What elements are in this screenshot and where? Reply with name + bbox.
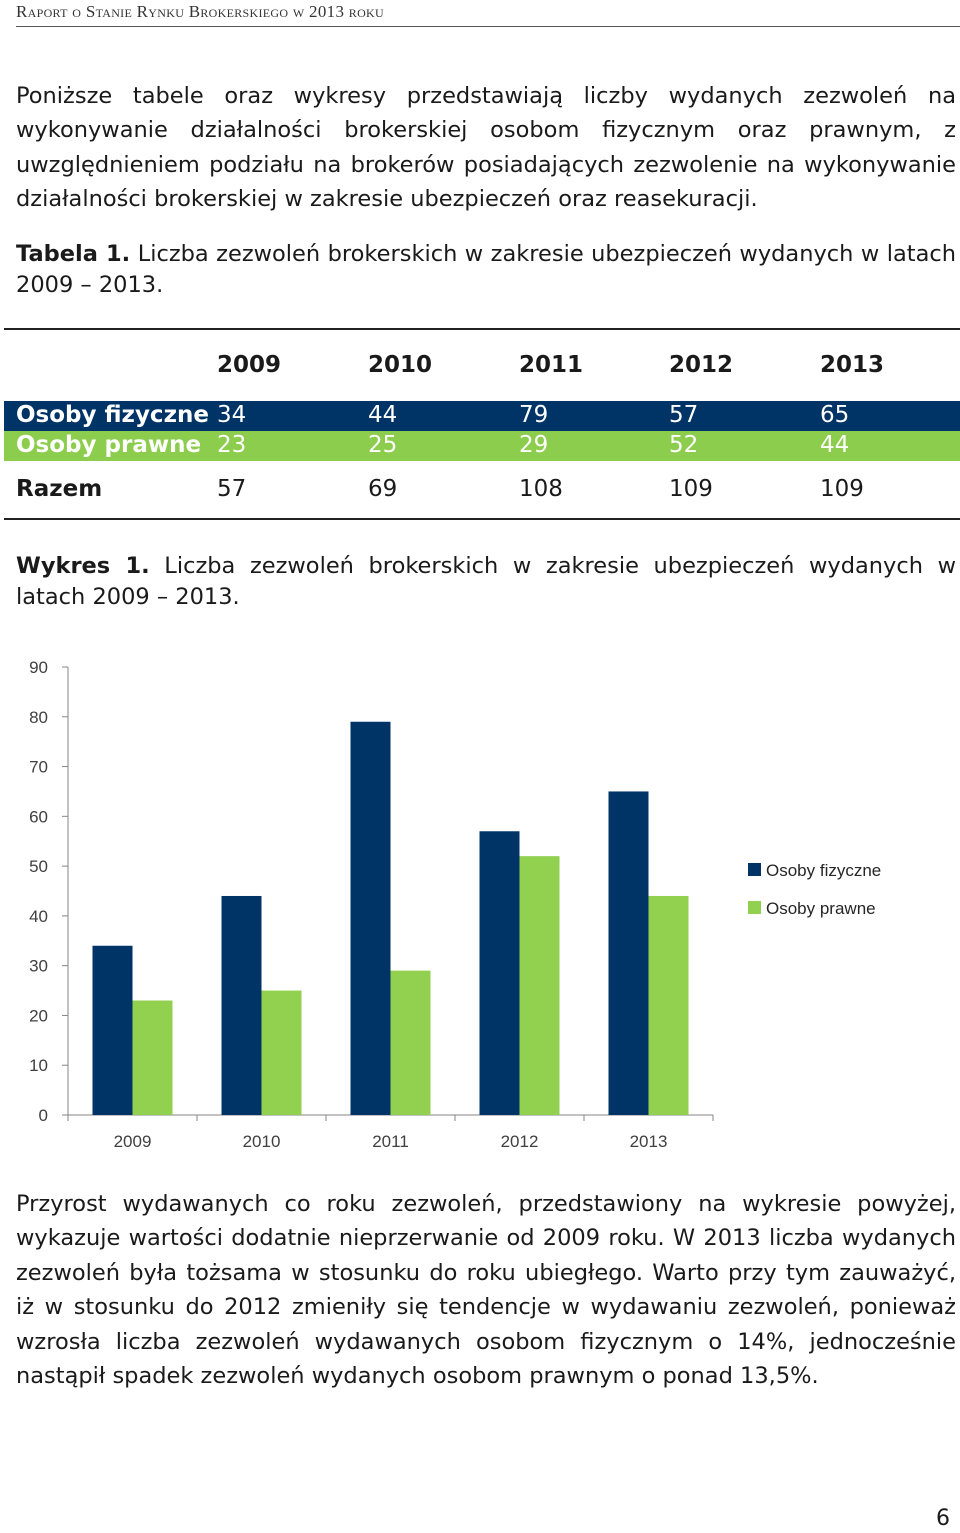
table-cell: 23 [217, 432, 247, 458]
total-cell: 57 [217, 476, 247, 502]
x-tick-label: 2009 [114, 1132, 152, 1151]
table-header-year: 2013 [820, 352, 885, 378]
table-cell: 44 [368, 402, 398, 428]
table-header-year: 2010 [368, 352, 433, 378]
table-cell: 25 [368, 432, 398, 458]
table-cell: 79 [519, 402, 549, 428]
y-tick-label: 60 [29, 807, 48, 826]
conclusion-paragraph: Przyrost wydawanych co roku zezwoleń, pr… [16, 1191, 956, 1390]
legend-swatch [748, 863, 761, 876]
bar-osoby-fizyczne [350, 721, 391, 1115]
running-header: Raport o Stanie Rynku Brokerskiego w 201… [16, 0, 960, 28]
intro-paragraph: Poniższe tabele oraz wykresy przedstawia… [16, 83, 956, 213]
table-cell: 52 [669, 432, 699, 458]
chart-svg: 0 10 20 30 40 50 60 70 80 90 2009 2010 2011 2012 2013 O… [29, 658, 881, 1151]
row-label: Osoby fizyczne [16, 402, 209, 428]
table-cell: 65 [820, 402, 850, 428]
y-tick-label: 90 [29, 658, 48, 677]
table-cell: 57 [669, 402, 699, 428]
permits-table: 2009 2010 2011 2012 2013 Osoby fizyczne … [4, 328, 960, 522]
table-caption-label: Tabela 1. [16, 241, 131, 267]
total-cell: 109 [820, 476, 864, 502]
table-caption: Tabela 1. Liczba zezwoleń brokerskich w … [16, 239, 956, 301]
table-bottom-rule [4, 518, 960, 520]
chart-caption: Wykres 1. Liczba zezwoleń brokerskich w … [16, 551, 956, 613]
x-tick-label: 2013 [630, 1132, 668, 1151]
x-tick-label: 2010 [243, 1132, 281, 1151]
x-tick-label: 2012 [501, 1132, 539, 1151]
y-tick-label: 50 [29, 857, 48, 876]
table-cell: 29 [519, 432, 549, 458]
legend-swatch [748, 901, 761, 914]
y-tick-label: 0 [39, 1106, 48, 1125]
bar-osoby-fizyczne [92, 945, 133, 1115]
y-tick-label: 80 [29, 708, 48, 727]
table-header-year: 2009 [217, 352, 282, 378]
bar-osoby-fizyczne [608, 791, 649, 1115]
total-cell: 109 [669, 476, 713, 502]
table-row-osoby-prawne: Osoby prawne 23 25 29 52 44 [4, 431, 960, 461]
chart-caption-label: Wykres 1. [16, 553, 150, 579]
table-header-year: 2011 [519, 352, 584, 378]
legend-label: Osoby fizyczne [766, 861, 881, 880]
x-tick-label: 2011 [372, 1132, 409, 1151]
permits-bar-chart: 0 10 20 30 40 50 60 70 80 90 2009 2010 2011 2012 2013 O… [0, 640, 960, 1180]
y-tick-label: 10 [29, 1056, 48, 1075]
header-title: Raport o Stanie Rynku Brokerskiego w 201… [16, 2, 384, 21]
y-tick-label: 20 [29, 1006, 48, 1025]
table-cell: 44 [820, 432, 850, 458]
total-label: Razem [16, 476, 103, 502]
legend-label: Osoby prawne [766, 899, 876, 918]
bar-osoby-fizyczne [221, 895, 262, 1115]
bar-osoby-fizyczne [479, 831, 520, 1115]
table-row-osoby-fizyczne: Osoby fizyczne 34 44 79 57 65 [4, 401, 960, 431]
chart-caption-text: Liczba zezwoleń brokerskich w zakresie u… [16, 553, 957, 610]
table-caption-text: Liczba zezwoleń brokerskich w zakresie u… [137, 241, 957, 267]
y-tick-label: 40 [29, 907, 48, 926]
bar-osoby-prawne [261, 990, 302, 1115]
table-header-year: 2012 [669, 352, 734, 378]
bar-osoby-prawne [648, 895, 689, 1115]
y-tick-label: 30 [29, 957, 48, 976]
bar-osoby-prawne [519, 856, 560, 1115]
page-number: 6 [936, 1506, 950, 1531]
bar-osoby-prawne [390, 970, 431, 1115]
y-tick-label: 70 [29, 758, 48, 777]
table-cell: 34 [217, 402, 247, 428]
total-cell: 108 [519, 476, 563, 502]
row-label: Osoby prawne [16, 432, 202, 458]
bar-osoby-prawne [132, 1000, 173, 1115]
header-rule [16, 26, 960, 27]
table-top-rule [4, 328, 960, 330]
table-caption-years: 2009 – 2013. [16, 272, 164, 298]
chart-caption-years: 2009 – 2013. [92, 584, 240, 610]
total-cell: 69 [368, 476, 398, 502]
